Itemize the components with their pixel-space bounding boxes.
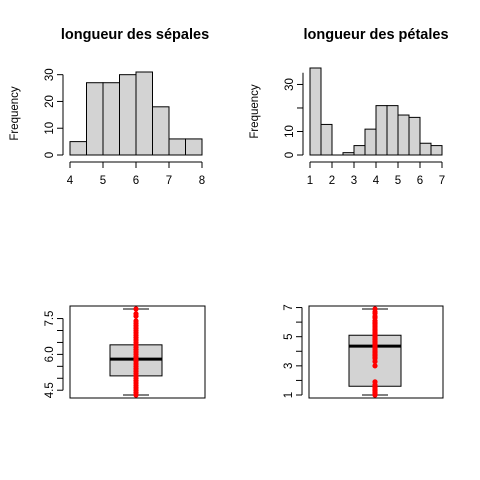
histogram-bar: [86, 82, 104, 156]
x-tick-label: 2: [329, 175, 335, 187]
histogram-bar: [135, 71, 153, 156]
histogram-bar: [320, 123, 333, 156]
boxplot-petal-length: 1 3 5 7: [283, 304, 444, 399]
histogram-bar: [364, 128, 377, 156]
x-tick-label: 8: [199, 175, 205, 187]
data-point: [372, 379, 378, 385]
x-tick-label: 4: [67, 175, 74, 187]
histogram-bar: [69, 141, 87, 156]
y-tick-label: 4.5: [44, 382, 56, 398]
boxplot-sepal-length: 4.5 6.0 7.5: [44, 305, 206, 399]
histogram-sepal-length: longueur des sépales Frequency 4 5 6 7 8 0 10 20 3…: [9, 27, 209, 187]
chart-title: longueur des sépales: [61, 27, 209, 43]
data-point: [372, 306, 378, 312]
y-tick-label: 10: [44, 122, 56, 135]
y-tick-label: 7.5: [44, 311, 56, 327]
y-tick-label: 10: [284, 125, 296, 138]
histogram-bar: [309, 67, 322, 156]
y-axis-label: Frequency: [9, 86, 21, 141]
histogram-bar: [419, 142, 432, 156]
y-tick-label: 0: [44, 152, 56, 158]
y-tick-label: 3: [283, 363, 295, 369]
histogram-bar: [185, 138, 203, 156]
histogram-bar: [119, 74, 137, 156]
histogram-bar: [342, 152, 355, 156]
histogram-petal-length: longueur des pétales Frequency 1 2 3 4 5 6 7 0 10 3…: [249, 27, 449, 187]
histogram-bar: [408, 116, 421, 156]
histogram-bar: [102, 82, 120, 156]
y-tick-label: 6.0: [44, 346, 56, 362]
data-point: [133, 306, 139, 312]
y-tick-label: 5: [283, 333, 295, 339]
y-tick-label: 30: [284, 78, 296, 91]
y-tick-label: 0: [284, 152, 296, 158]
plot-frame: [69, 305, 206, 399]
x-tick-label: 4: [373, 175, 380, 187]
histogram-bar: [397, 114, 410, 156]
histogram-bar: [430, 145, 443, 156]
histogram-bar: [375, 105, 388, 156]
data-point: [372, 363, 378, 369]
y-tick-label: 30: [44, 68, 56, 81]
x-tick-label: 5: [395, 175, 401, 187]
x-tick-label: 3: [351, 175, 357, 187]
histogram-bar: [168, 138, 186, 156]
x-tick-label: 1: [307, 175, 313, 187]
data-point: [133, 311, 139, 317]
y-tick-label: 1: [283, 392, 295, 398]
histogram-bar: [386, 105, 399, 156]
y-axis-label: Frequency: [249, 84, 261, 139]
x-tick-label: 7: [166, 175, 172, 187]
x-tick-label: 7: [439, 175, 445, 187]
x-tick-label: 5: [100, 175, 106, 187]
x-tick-label: 6: [417, 175, 423, 187]
y-tick-label: 20: [44, 95, 56, 108]
plot-frame: [308, 305, 444, 399]
histogram-bar: [152, 106, 170, 156]
y-tick-label: 7: [283, 304, 295, 310]
data-point: [133, 318, 139, 324]
x-tick-label: 6: [133, 175, 139, 187]
chart-title: longueur des pétales: [303, 27, 448, 43]
histogram-bar: [353, 145, 366, 156]
